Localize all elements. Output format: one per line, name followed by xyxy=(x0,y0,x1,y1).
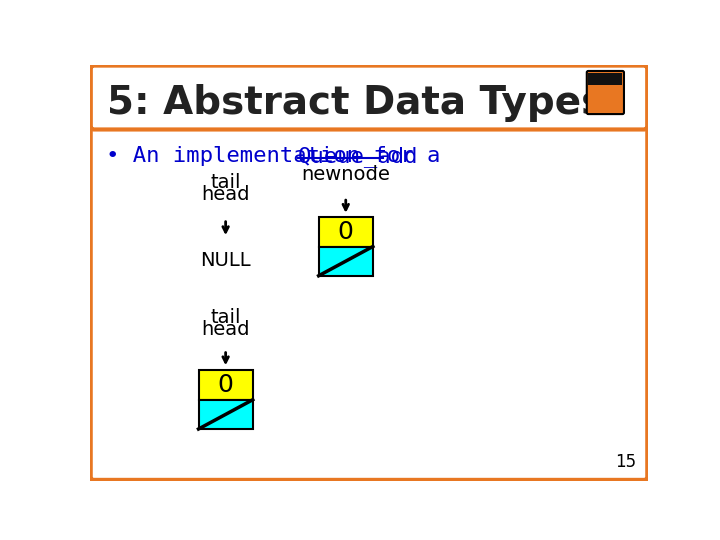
Text: 5: Abstract Data Types: 5: Abstract Data Types xyxy=(107,84,604,122)
Text: Queue_add: Queue_add xyxy=(297,146,418,166)
Bar xyxy=(588,72,622,85)
FancyBboxPatch shape xyxy=(587,71,624,114)
Text: tail: tail xyxy=(210,308,241,327)
Text: • An implementation for a: • An implementation for a xyxy=(106,146,454,166)
Text: tail: tail xyxy=(210,173,241,192)
FancyBboxPatch shape xyxy=(90,65,648,481)
FancyBboxPatch shape xyxy=(91,65,647,130)
Text: 0: 0 xyxy=(217,373,233,397)
Text: newnode: newnode xyxy=(301,165,390,184)
Text: head: head xyxy=(202,185,250,204)
Bar xyxy=(199,400,253,429)
Text: head: head xyxy=(202,320,250,339)
Bar xyxy=(319,247,373,276)
Text: 0: 0 xyxy=(338,220,354,244)
Text: 15: 15 xyxy=(616,454,636,471)
Bar xyxy=(199,370,253,400)
Bar xyxy=(319,217,373,247)
Text: NULL: NULL xyxy=(200,251,251,270)
